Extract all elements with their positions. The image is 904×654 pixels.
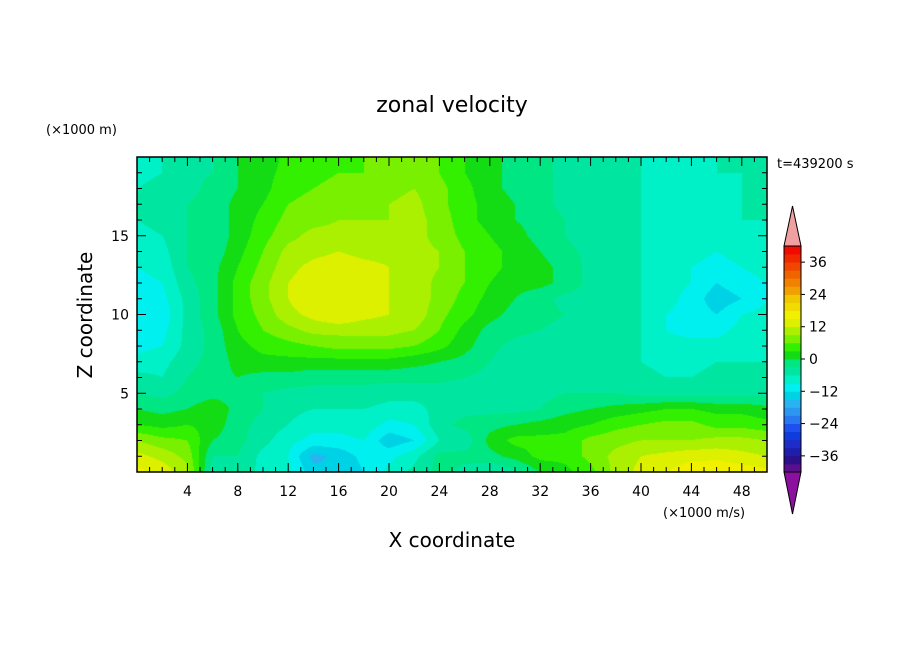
colorbar-swatch xyxy=(784,463,801,473)
colorbar-swatch xyxy=(784,334,801,344)
x-tick-label: 40 xyxy=(632,484,650,500)
colorbar-swatch xyxy=(784,367,801,376)
colorbar-swatch xyxy=(784,246,801,255)
x-tick-label: 8 xyxy=(233,484,242,500)
x-tick-label: 24 xyxy=(430,484,448,500)
colorbar-swatch xyxy=(784,375,801,384)
y-tick-label: 10 xyxy=(111,308,129,324)
x-unit-label: (×1000 m/s) xyxy=(663,506,745,521)
colorbar-swatch xyxy=(784,302,801,311)
y-unit-label: (×1000 m) xyxy=(46,123,117,138)
x-tick-label: 20 xyxy=(380,484,398,500)
colorbar-swatch xyxy=(784,399,801,408)
x-tick-label: 44 xyxy=(682,484,700,500)
x-tick-label: 48 xyxy=(733,484,751,500)
colorbar-swatch xyxy=(784,262,801,271)
colorbar-swatch xyxy=(784,342,801,352)
colorbar-swatch xyxy=(784,254,801,263)
x-tick-label: 36 xyxy=(582,484,600,500)
colorbar-tick-label: 12 xyxy=(809,320,827,336)
colorbar-tick-label: −24 xyxy=(809,417,839,433)
colorbar-swatch xyxy=(784,359,801,368)
x-axis: 4 8 12 16 20 24 28 32 36 40 44 48 xyxy=(149,157,755,500)
colorbar-swatch xyxy=(784,407,801,416)
colorbar-tick-label: 36 xyxy=(809,255,827,271)
colorbar-swatch xyxy=(784,350,801,360)
chart-title: zonal velocity xyxy=(376,93,528,118)
colorbar: −36 −24 −12 0 12 24 36 xyxy=(783,205,839,515)
colorbar-swatch xyxy=(784,294,801,303)
colorbar-swatch xyxy=(784,439,801,449)
x-tick-label: 12 xyxy=(279,484,297,500)
colorbar-swatch xyxy=(784,318,801,328)
colorbar-over-triangle xyxy=(783,205,802,247)
colorbar-swatch xyxy=(784,326,801,336)
colorbar-swatch xyxy=(784,415,801,424)
x-tick-label: 16 xyxy=(330,484,348,500)
colorbar-swatch xyxy=(784,447,801,457)
colorbar-swatch xyxy=(784,270,801,279)
contour-field xyxy=(137,157,767,472)
colorbar-under-triangle xyxy=(783,471,802,515)
colorbar-swatch xyxy=(784,383,801,392)
y-tick-label: 15 xyxy=(111,229,129,245)
colorbar-swatch xyxy=(784,431,801,441)
y-axis-label: Z coordinate xyxy=(73,252,97,379)
colorbar-swatch xyxy=(784,423,801,433)
colorbar-swatch xyxy=(784,310,801,320)
colorbar-tick-label: 0 xyxy=(809,352,818,368)
x-axis-label: X coordinate xyxy=(389,528,516,552)
colorbar-tick-label: −12 xyxy=(809,384,839,400)
time-label: t=439200 s xyxy=(777,157,854,172)
y-axis: 5 10 15 xyxy=(111,172,767,457)
y-tick-label: 5 xyxy=(120,386,129,402)
x-tick-label: 32 xyxy=(531,484,549,500)
colorbar-swatch xyxy=(784,455,801,465)
colorbar-swatch xyxy=(784,286,801,295)
x-tick-label: 4 xyxy=(183,484,192,500)
colorbar-tick-label: 24 xyxy=(809,287,827,303)
colorbar-tick-label: −36 xyxy=(809,449,839,465)
x-tick-label: 28 xyxy=(481,484,499,500)
contour-field-raster xyxy=(137,157,767,472)
colorbar-swatch xyxy=(784,278,801,287)
colorbar-swatch xyxy=(784,391,801,400)
